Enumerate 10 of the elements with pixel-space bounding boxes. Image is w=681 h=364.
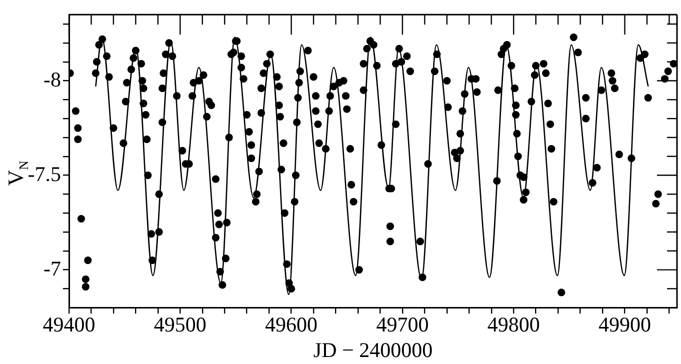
x-tick-label: 49400 [42,312,96,337]
y-tick-label: -7.5 [28,162,61,186]
y-tick-label: -8 [44,67,61,92]
y-tick-label: -7 [44,256,61,280]
x-tick-label: 49900 [598,312,652,337]
x-tick-label: 49800 [487,312,540,337]
x-axis-title: JD − 2400000 [313,338,433,362]
x-tick-label: 49700 [376,312,429,337]
x-tick-label: 49600 [265,312,318,337]
x-tick-label: 49500 [154,312,206,337]
